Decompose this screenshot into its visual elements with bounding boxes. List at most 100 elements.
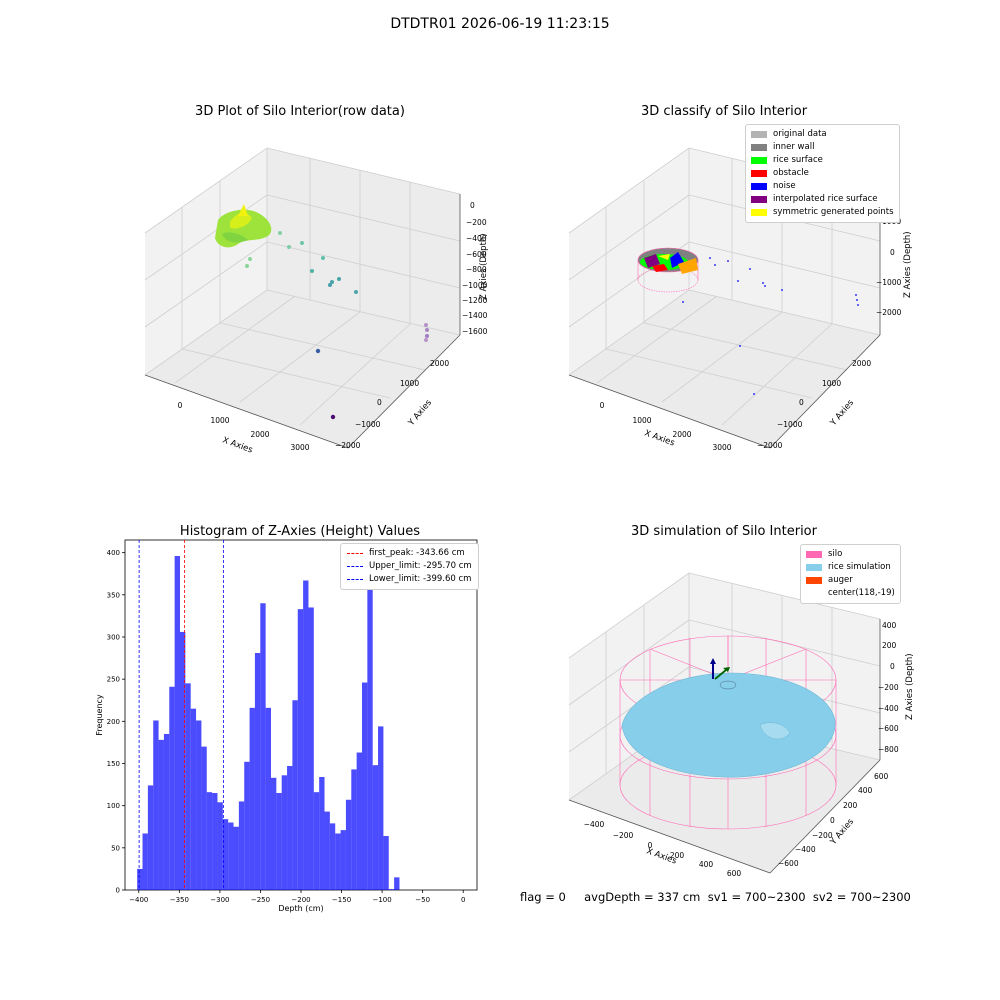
classify-ztick-1: 0 xyxy=(890,248,895,257)
classify-zlabel: Z Axies (Depth) xyxy=(903,231,913,298)
simulation-legend: silo rice simulation auger center(118,-1… xyxy=(800,544,901,604)
legend-item-rice-simulation: rice simulation xyxy=(806,561,895,574)
histogram-bar xyxy=(367,587,373,890)
legend-label: inner wall xyxy=(773,142,815,152)
raw-zlabel: Z Axies (Depth) xyxy=(479,233,489,300)
sim-ztick-4: −400 xyxy=(878,704,899,713)
histogram-bar xyxy=(153,720,159,890)
rice-surface-blob xyxy=(215,204,272,248)
histogram-x-tick-label: −50 xyxy=(415,896,430,904)
histogram-x-tick-label: −350 xyxy=(170,896,189,904)
legend-line xyxy=(347,566,363,567)
histogram-y-tick-label: 100 xyxy=(107,802,120,810)
raw-ztick-6: −1200 xyxy=(462,296,488,305)
legend-swatch xyxy=(751,209,767,216)
legend-line xyxy=(347,553,363,554)
legend-swatch xyxy=(751,157,767,164)
sim-xtick-1: −200 xyxy=(613,831,634,840)
histogram-bar xyxy=(270,777,277,890)
histogram-y-tick-label: 350 xyxy=(107,591,120,599)
histogram-bar xyxy=(340,830,346,890)
classify-xtick-2: 2000 xyxy=(672,430,691,439)
legend-item-auger: auger xyxy=(806,574,895,587)
histogram-bar xyxy=(254,653,261,890)
raw-xtick-3: 3000 xyxy=(290,443,309,452)
raw-xtick-0: 0 xyxy=(178,401,183,410)
rice-simulation-surface xyxy=(621,672,836,778)
sim-ytick-0: 600 xyxy=(874,772,889,781)
histogram-x-tick-label: −250 xyxy=(251,896,270,904)
raw-3d-plot: 0 1000 2000 3000 2000 1000 0 −1000 −2000… xyxy=(144,147,489,456)
histogram-y-tick-label: 200 xyxy=(107,718,120,726)
histogram-bar xyxy=(163,733,170,890)
histogram-x-ticks: −400 −350 −300 −250 −200 −150 −100 −50 0 xyxy=(129,890,465,904)
histogram-bar xyxy=(276,793,282,890)
histogram-bar xyxy=(174,556,180,890)
histogram-bar xyxy=(190,708,197,890)
legend-swatch xyxy=(751,183,767,190)
legend-line xyxy=(347,579,363,580)
simulation-3d-plot: −400 −200 0 200 400 600 600 400 200 0 −2… xyxy=(568,572,915,878)
sim-xtick-5: 600 xyxy=(727,869,742,878)
sim-xtick-0: −400 xyxy=(584,820,605,829)
legend-swatch xyxy=(751,196,767,203)
sim-ytick-2: 200 xyxy=(843,801,858,810)
histogram-bar xyxy=(169,686,175,890)
legend-label: first_peak: -343.66 cm xyxy=(369,548,465,558)
sim-xtick-3: 200 xyxy=(670,851,685,860)
legend-label: auger xyxy=(828,575,853,585)
histogram-bar xyxy=(292,700,298,890)
histogram-bar xyxy=(142,833,148,890)
histogram-bar xyxy=(378,726,384,890)
legend-label: noise xyxy=(773,181,796,191)
histogram-bar xyxy=(303,580,309,890)
classify-ytick-0: 2000 xyxy=(852,359,871,368)
histogram-bar xyxy=(212,793,218,890)
histogram-bar xyxy=(361,682,368,890)
raw-ztick-1: −200 xyxy=(466,218,487,227)
legend-item-interpolated: interpolated rice surface xyxy=(751,193,894,206)
histogram-y-tick-label: 250 xyxy=(107,676,120,684)
histogram-bars xyxy=(137,556,400,890)
legend-swatch xyxy=(806,577,822,584)
histogram-reference-lines xyxy=(138,540,224,890)
classify-ztick-2: −1000 xyxy=(876,278,902,287)
legend-item-first-peak: first_peak: -343.66 cm xyxy=(347,547,472,560)
sim-zlabel: Z Axies (Depth) xyxy=(905,653,915,720)
classify-ylabel: Y Axies xyxy=(828,398,856,429)
histogram-ylabel: Frequency xyxy=(95,694,104,736)
auger-and-center-arrows xyxy=(710,658,730,680)
legend-swatch xyxy=(806,590,822,597)
histogram-bar xyxy=(206,792,213,890)
histogram-bar xyxy=(324,811,330,890)
raw-ztick-3: −600 xyxy=(466,250,487,259)
legend-item-rice-surface: rice surface xyxy=(751,154,894,167)
classify-xtick-3: 3000 xyxy=(712,443,731,452)
raw-ylabel: Y Axies xyxy=(406,398,434,429)
histogram-y-tick-label: 150 xyxy=(107,760,120,768)
histogram-title: Histogram of Z-Axies (Height) Values xyxy=(179,524,421,539)
histogram-x-tick-label: −100 xyxy=(372,896,391,904)
histogram-bar xyxy=(345,799,352,890)
sim-ztick-1: 200 xyxy=(882,641,897,650)
legend-item-upper-limit: Upper_limit: -295.70 cm xyxy=(347,560,472,573)
histogram-bar xyxy=(217,802,223,890)
classify-ytick-3: −1000 xyxy=(777,420,803,429)
histogram-bar xyxy=(147,785,154,890)
raw-ztick-5: −1000 xyxy=(462,281,488,290)
histogram-bar xyxy=(179,631,186,890)
histogram-x-tick-label: −300 xyxy=(210,896,229,904)
histogram-bar xyxy=(281,775,288,890)
sim-ztick-2: 0 xyxy=(890,662,895,671)
raw-plot-title: 3D Plot of Silo Interior(row data) xyxy=(195,104,405,119)
raw-ytick-1: 1000 xyxy=(400,379,419,388)
histogram-x-tick-label: −150 xyxy=(332,896,351,904)
histogram-x-tick-label: 0 xyxy=(461,896,465,904)
classify-plot-title: 3D classify of Silo Interior xyxy=(640,104,808,119)
histogram-y-tick-label: 0 xyxy=(116,887,120,895)
histogram-bar xyxy=(308,607,314,890)
legend-swatch xyxy=(751,131,767,138)
sim-ztick-6: −800 xyxy=(878,745,899,754)
raw-scatter-points xyxy=(245,231,429,420)
histogram-bar xyxy=(329,823,336,890)
